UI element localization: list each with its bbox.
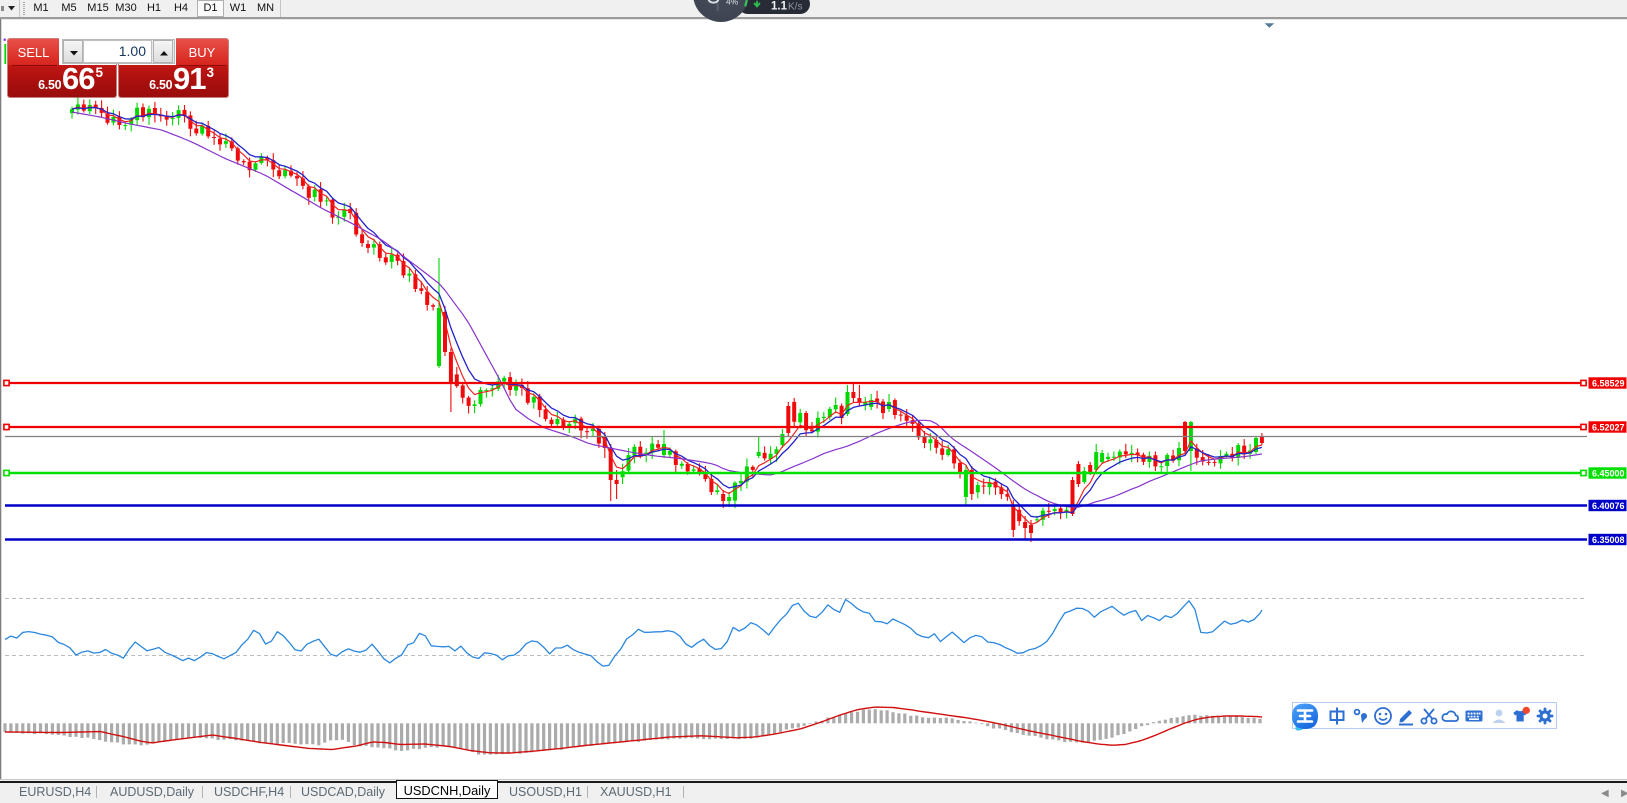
svg-text:6.35008: 6.35008 bbox=[1592, 535, 1625, 546]
svg-text:1.1: 1.1 bbox=[771, 1, 788, 13]
svg-text:6.40076: 6.40076 bbox=[1592, 501, 1625, 512]
svg-text:K/s: K/s bbox=[788, 2, 802, 13]
svg-text:6.58529: 6.58529 bbox=[1592, 378, 1625, 389]
svg-text:6.45000: 6.45000 bbox=[1592, 468, 1625, 479]
svg-text:4%: 4% bbox=[726, 0, 739, 7]
svg-text:6.52027: 6.52027 bbox=[1592, 422, 1625, 433]
